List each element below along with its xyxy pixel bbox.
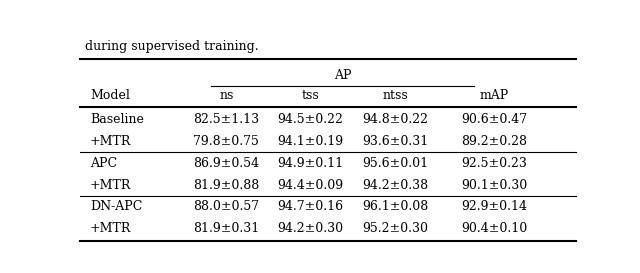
Text: APC: APC (90, 157, 117, 170)
Text: +MTR: +MTR (90, 135, 131, 148)
Text: 89.2±0.28: 89.2±0.28 (461, 135, 527, 148)
Text: 95.2±0.30: 95.2±0.30 (362, 222, 428, 235)
Text: during supervised training.: during supervised training. (85, 40, 259, 53)
Text: 94.2±0.38: 94.2±0.38 (362, 179, 428, 192)
Text: 94.8±0.22: 94.8±0.22 (362, 113, 428, 126)
Text: 82.5±1.13: 82.5±1.13 (193, 113, 259, 126)
Text: 94.9±0.11: 94.9±0.11 (278, 157, 344, 170)
Text: 94.1±0.19: 94.1±0.19 (278, 135, 344, 148)
Text: 90.6±0.47: 90.6±0.47 (461, 113, 527, 126)
Text: 90.1±0.30: 90.1±0.30 (461, 179, 527, 192)
Text: DN-APC: DN-APC (90, 200, 142, 213)
Text: 94.7±0.16: 94.7±0.16 (278, 200, 344, 213)
Text: 81.9±0.88: 81.9±0.88 (193, 179, 259, 192)
Text: 79.8±0.75: 79.8±0.75 (193, 135, 259, 148)
Text: +MTR: +MTR (90, 222, 131, 235)
Text: 81.9±0.31: 81.9±0.31 (193, 222, 259, 235)
Text: 94.4±0.09: 94.4±0.09 (278, 179, 344, 192)
Text: Baseline: Baseline (90, 113, 144, 126)
Text: 94.2±0.30: 94.2±0.30 (278, 222, 344, 235)
Text: AP: AP (334, 69, 351, 82)
Text: 90.4±0.10: 90.4±0.10 (461, 222, 527, 235)
Text: ns: ns (219, 89, 234, 102)
Text: 93.6±0.31: 93.6±0.31 (362, 135, 428, 148)
Text: 88.0±0.57: 88.0±0.57 (193, 200, 259, 213)
Text: ntss: ntss (382, 89, 408, 102)
Text: +MTR: +MTR (90, 179, 131, 192)
Text: 96.1±0.08: 96.1±0.08 (362, 200, 428, 213)
Text: mAP: mAP (479, 89, 509, 102)
Text: 92.9±0.14: 92.9±0.14 (461, 200, 527, 213)
Text: 95.6±0.01: 95.6±0.01 (362, 157, 428, 170)
Text: 86.9±0.54: 86.9±0.54 (193, 157, 259, 170)
Text: 94.5±0.22: 94.5±0.22 (278, 113, 344, 126)
Text: 92.5±0.23: 92.5±0.23 (461, 157, 527, 170)
Text: tss: tss (302, 89, 319, 102)
Text: Model: Model (90, 89, 130, 102)
